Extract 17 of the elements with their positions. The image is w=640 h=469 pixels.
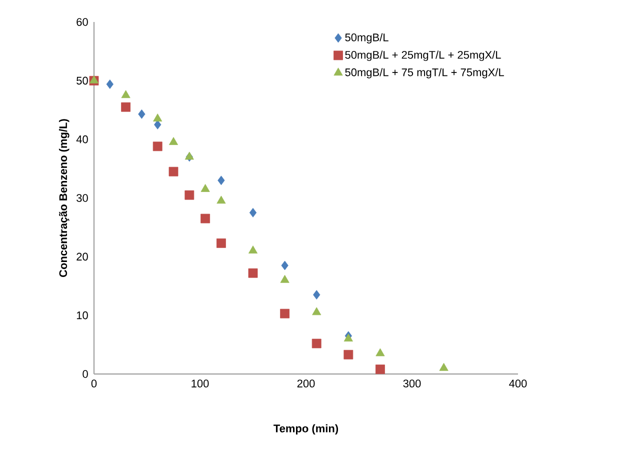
x-tick-label: 400: [509, 380, 527, 388]
legend-label: 50mgB/L + 75 mgT/L + 75mgX/L: [345, 68, 504, 78]
legend-label: 50mgB/L: [345, 33, 388, 44]
y-tick-label: 40: [76, 135, 88, 144]
y-tick-label: 20: [76, 252, 88, 261]
x-tick-label: 100: [192, 380, 209, 388]
y-tick-label: 30: [76, 194, 88, 202]
x-tick-label: 300: [403, 380, 421, 388]
x-axis-title: Tempo (min): [274, 424, 338, 435]
y-tick-label: 0: [82, 370, 88, 378]
y-tick-label: 10: [76, 311, 88, 320]
y-tick-label: 50: [76, 76, 88, 85]
legend-label: 50mgB/L + 25mgT/L + 25mgX/L: [345, 50, 501, 61]
x-tick-label: 0: [91, 380, 97, 388]
y-axis-title: Concentração Benzeno (mg/L): [58, 119, 70, 277]
x-tick-label: 200: [297, 380, 315, 388]
y-tick-label: 60: [76, 18, 88, 26]
